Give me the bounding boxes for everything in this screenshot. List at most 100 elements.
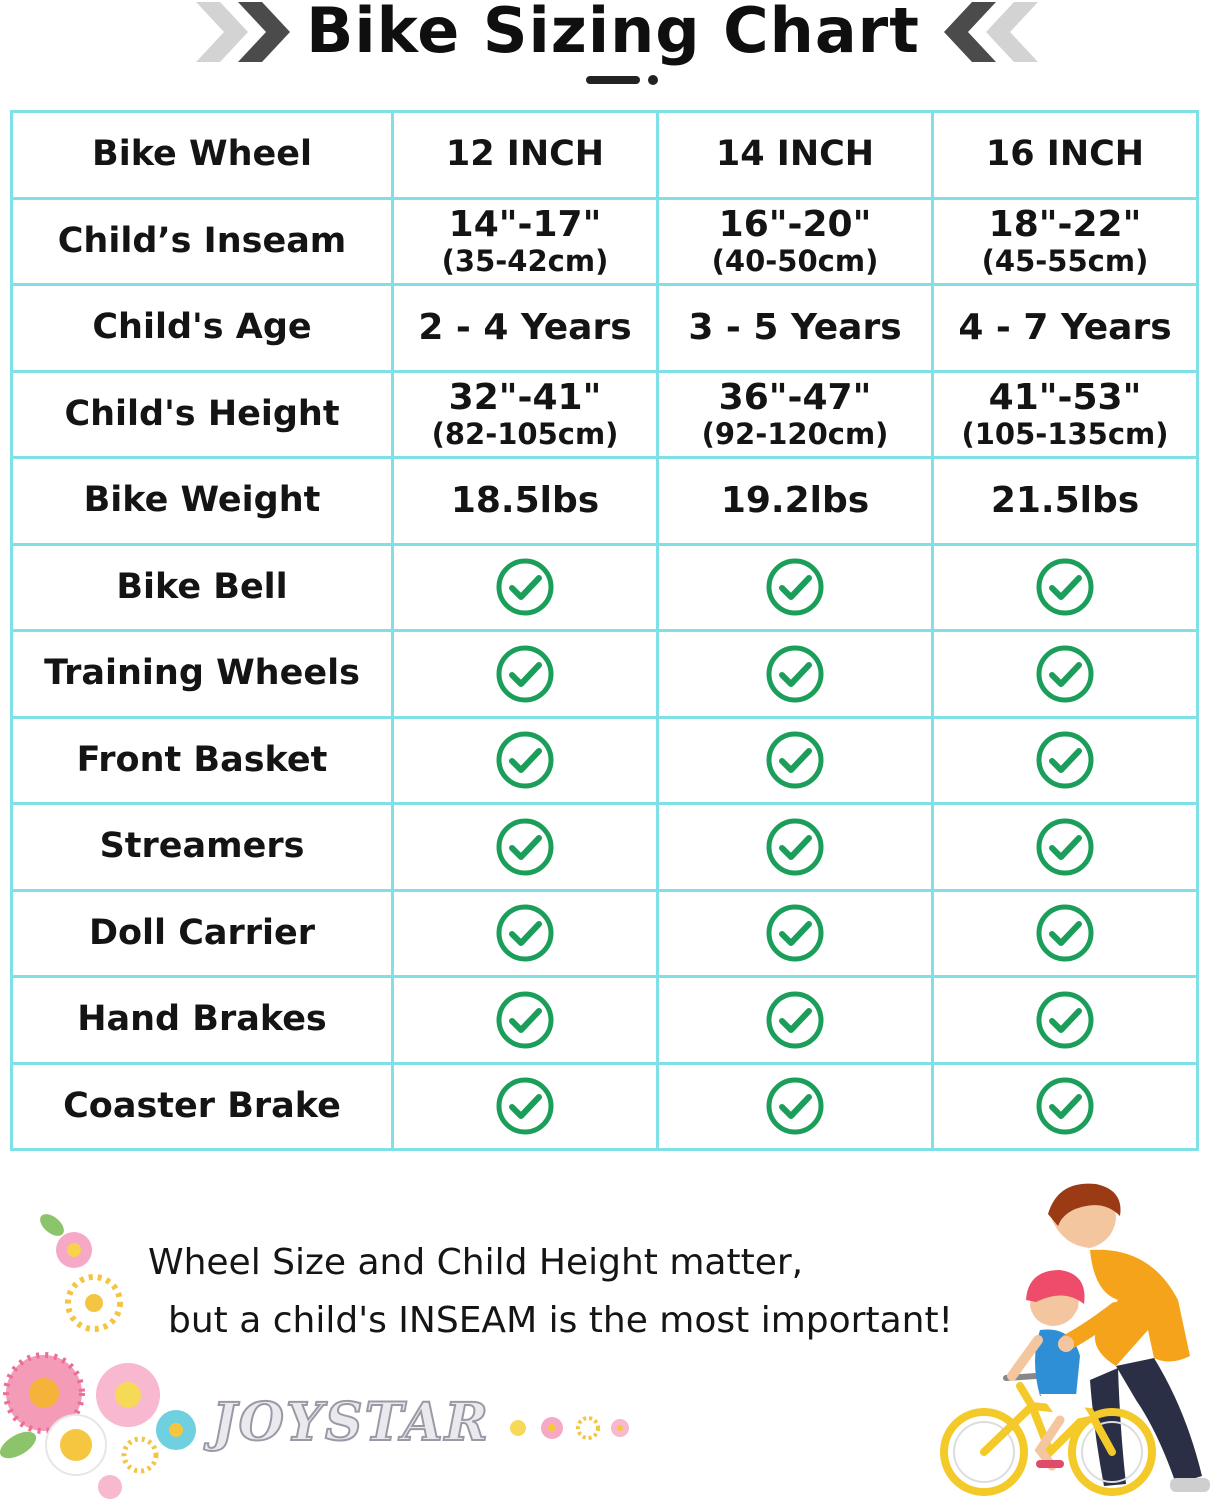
check-circle-icon [496, 818, 554, 876]
size-header: 12 INCH [391, 110, 659, 200]
row-label: Bike Weight [10, 456, 394, 546]
table-cell: 3 - 5 Years [656, 283, 934, 373]
check-circle-icon [766, 818, 824, 876]
table-row: Child's Height 32"-41" (82-105cm) 36"-47" (9… [10, 369, 1199, 459]
table-cell [931, 629, 1199, 719]
table-cell [656, 542, 934, 632]
cell-value: 36"-47" [718, 377, 872, 419]
table-cell [391, 802, 659, 892]
check-circle-icon [1036, 558, 1094, 616]
table-cell: 41"-53" (105-135cm) [931, 369, 1199, 459]
row-label: Streamers [10, 802, 394, 892]
title-bar: Bike Sizing Chart [0, 0, 1226, 100]
row-label: Doll Carrier [10, 888, 394, 978]
cell-value: 18.5lbs [450, 479, 600, 521]
table-cell: 16"-20" (40-50cm) [656, 196, 934, 286]
table-cell [656, 888, 934, 978]
check-circle-icon [496, 558, 554, 616]
table-cell [391, 1061, 659, 1151]
table-row: Training Wheels [10, 629, 1199, 719]
check-circle-icon [496, 645, 554, 703]
table-cell [391, 715, 659, 805]
cell-subvalue: (92-120cm) [701, 416, 889, 451]
table-row: Child’s Inseam 14"-17" (35-42cm) 16"-20" (40… [10, 196, 1199, 286]
table-cell [656, 975, 934, 1065]
cell-subvalue: (40-50cm) [711, 243, 879, 278]
check-circle-icon [1036, 1077, 1094, 1135]
row-label: Front Basket [10, 715, 394, 805]
check-circle-icon [1036, 991, 1094, 1049]
table-cell [656, 802, 934, 892]
cell-subvalue: (82-105cm) [431, 416, 619, 451]
table-row: Doll Carrier [10, 888, 1199, 978]
table-header-row: Bike Wheel 12 INCH 14 INCH 16 INCH [10, 110, 1199, 200]
father-child-bike-illustration [940, 1183, 1210, 1496]
table-row: Coaster Brake [10, 1061, 1199, 1151]
cell-value: 2 - 4 Years [418, 306, 632, 348]
table-row: Hand Brakes [10, 975, 1199, 1065]
table-cell [931, 975, 1199, 1065]
flower-icon [510, 1416, 629, 1440]
cell-value: 4 - 7 Years [958, 306, 1172, 348]
table-cell: 36"-47" (92-120cm) [656, 369, 934, 459]
title-underline [586, 76, 640, 84]
cell-value: 14"-17" [448, 204, 602, 246]
cell-subvalue: (45-55cm) [981, 243, 1149, 278]
title-underline-dot [648, 75, 658, 85]
table-cell: 18.5lbs [391, 456, 659, 546]
cell-value: 32"-41" [448, 377, 602, 419]
table-row: Bike Bell [10, 542, 1199, 632]
table-cell [656, 629, 934, 719]
chevron-left-icon [944, 2, 1038, 62]
table-row: Front Basket [10, 715, 1199, 805]
check-circle-icon [496, 991, 554, 1049]
check-circle-icon [496, 1077, 554, 1135]
check-circle-icon [1036, 904, 1094, 962]
table-cell: 19.2lbs [656, 456, 934, 546]
check-circle-icon [766, 991, 824, 1049]
cell-subvalue: (105-135cm) [961, 416, 1169, 451]
table-cell [931, 542, 1199, 632]
table-cell: 2 - 4 Years [391, 283, 659, 373]
cell-value: 3 - 5 Years [688, 306, 902, 348]
row-label: Bike Bell [10, 542, 394, 632]
table-row: Bike Weight 18.5lbs 19.2lbs 21.5lbs [10, 456, 1199, 546]
check-circle-icon [496, 904, 554, 962]
chevron-right-icon [196, 2, 290, 62]
table-cell [656, 1061, 934, 1151]
check-circle-icon [766, 1077, 824, 1135]
size-header: 16 INCH [931, 110, 1199, 200]
cell-value: 19.2lbs [720, 479, 870, 521]
check-circle-icon [1036, 731, 1094, 789]
sizing-table: Bike Wheel 12 INCH 14 INCH 16 INCH Child… [10, 110, 1199, 1151]
table-row: Child's Age 2 - 4 Years 3 - 5 Years 4 - 7 Y… [10, 283, 1199, 373]
check-circle-icon [1036, 818, 1094, 876]
table-cell [391, 888, 659, 978]
cell-value: 21.5lbs [990, 479, 1140, 521]
brand-logo: JOYSTAR [211, 1391, 490, 1454]
footer-line-2: but a child's INSEAM is the most importa… [168, 1300, 953, 1341]
table-cell [931, 888, 1199, 978]
table-cell [391, 629, 659, 719]
check-circle-icon [766, 731, 824, 789]
footer-line-1: Wheel Size and Child Height matter, [148, 1242, 804, 1283]
row-label: Child’s Inseam [10, 196, 394, 286]
table-cell [656, 715, 934, 805]
flower-icon [0, 1214, 196, 1499]
table-cell [391, 542, 659, 632]
table-cell: 4 - 7 Years [931, 283, 1199, 373]
table-cell: 18"-22" (45-55cm) [931, 196, 1199, 286]
cell-value: 16"-20" [718, 204, 872, 246]
cell-value: 18"-22" [988, 204, 1142, 246]
table-cell: 21.5lbs [931, 456, 1199, 546]
table-cell: 14"-17" (35-42cm) [391, 196, 659, 286]
table-cell [931, 715, 1199, 805]
check-circle-icon [766, 645, 824, 703]
check-circle-icon [1036, 645, 1094, 703]
size-header: 14 INCH [656, 110, 934, 200]
page-title: Bike Sizing Chart [306, 0, 920, 67]
cell-value: 41"-53" [988, 377, 1142, 419]
row-label: Hand Brakes [10, 975, 394, 1065]
row-label: Training Wheels [10, 629, 394, 719]
table-cell: 32"-41" (82-105cm) [391, 369, 659, 459]
